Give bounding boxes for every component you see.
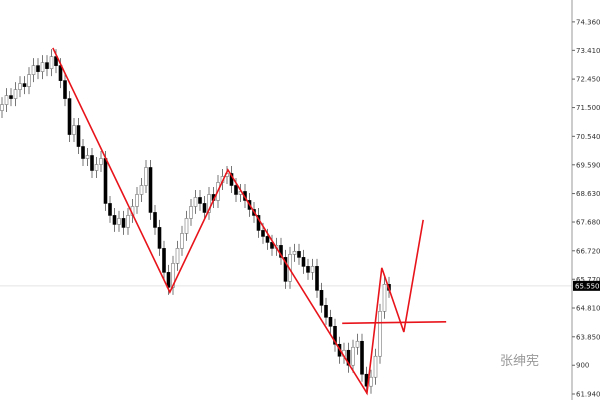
candle-body (184, 218, 189, 234)
candle-body (22, 83, 27, 87)
candle-body (306, 266, 310, 273)
candle-body (135, 194, 139, 207)
candle-body (382, 284, 387, 312)
candle-body (40, 62, 45, 72)
candle-body (265, 236, 270, 243)
zigzag-trendline (52, 47, 424, 396)
candle-body (153, 212, 157, 228)
candle-body (0, 104, 4, 111)
candle-body (49, 56, 54, 69)
candle-body (207, 194, 211, 213)
y-tick-label: 68.630 (576, 190, 600, 198)
candle-body (310, 266, 315, 273)
candle-body (360, 340, 364, 375)
candle-body (157, 227, 162, 249)
candle-body (270, 242, 274, 249)
candle-body (369, 376, 373, 387)
candle-body (328, 317, 333, 327)
candle-body (112, 215, 117, 225)
current-price-badge (573, 280, 600, 291)
candle-body (180, 233, 184, 249)
candle-body (346, 349, 351, 366)
candle-body (90, 155, 94, 171)
candle-body (99, 158, 103, 165)
candle-body (103, 158, 108, 204)
candle-body (76, 125, 81, 147)
y-tick-label: 74.360 (576, 18, 600, 26)
candle-body (351, 346, 355, 366)
y-tick-label: 63.850 (576, 333, 600, 341)
candle-body (301, 257, 306, 267)
candle-body (117, 218, 121, 225)
candle-body (324, 305, 328, 318)
candle-body (198, 197, 202, 204)
candle-body (166, 272, 171, 288)
candle-body (378, 311, 382, 357)
candle-body (144, 167, 148, 186)
candle-body (9, 95, 13, 99)
current-price-label: 65.550 (575, 282, 600, 290)
candle-body (148, 167, 153, 213)
candle-body (13, 89, 18, 99)
candle-body (126, 215, 130, 228)
candle-body (355, 340, 360, 348)
y-tick-label: 71.500 (576, 104, 600, 112)
candle-body (139, 185, 144, 195)
candle-body (63, 80, 67, 99)
neckline (342, 320, 447, 325)
candle-body (315, 266, 319, 291)
y-tick-label: 73.410 (576, 47, 600, 55)
candle-body (4, 95, 9, 105)
candle-body (189, 206, 193, 219)
candle-body (292, 251, 297, 255)
candle-body (27, 74, 31, 87)
candle-body (85, 155, 90, 159)
y-tick-label: 66.720 (576, 247, 600, 255)
candle-body (121, 218, 126, 228)
candle-body (193, 197, 198, 207)
y-tick-label: 61.940 (576, 391, 600, 399)
candle-body (72, 125, 76, 135)
candle-body (31, 65, 36, 75)
candle-body (81, 146, 85, 159)
candle-body (333, 325, 337, 345)
y-tick-label: 900 (576, 362, 589, 370)
y-tick-label: 67.680 (576, 219, 600, 227)
candle-body (202, 203, 207, 213)
candle-body (94, 164, 99, 171)
candle-body (234, 185, 238, 195)
candle-body (54, 56, 58, 66)
candle-body (162, 248, 166, 273)
candle-body (297, 251, 301, 258)
y-tick-label: 64.810 (576, 305, 600, 313)
y-tick-label: 65.770 (576, 276, 600, 284)
y-tick-label: 69.590 (576, 161, 600, 169)
candle-body (175, 248, 180, 264)
y-tick-label: 72.450 (576, 76, 600, 84)
candle-body (373, 355, 378, 378)
y-tick-label: 70.540 (576, 133, 600, 141)
candle-body (319, 290, 324, 306)
candle-body (36, 65, 40, 72)
watermark: 张绅宪 (500, 354, 540, 369)
candle-body (67, 98, 72, 135)
candle-body (18, 83, 22, 90)
candle-body (108, 203, 112, 216)
candle-body (261, 230, 265, 237)
candle-body (45, 62, 49, 69)
candle-body (283, 257, 288, 282)
